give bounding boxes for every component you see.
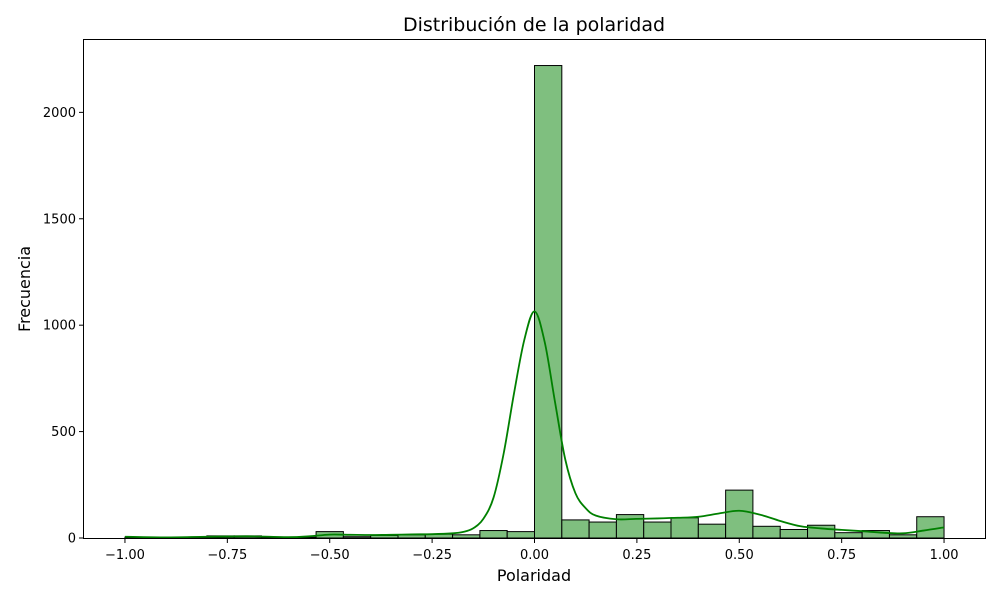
y-tick-label: 1000 — [43, 319, 76, 334]
histogram-bar — [697, 523, 727, 539]
x-tick-label: 0.25 — [622, 548, 651, 563]
y-tick-label: 0 — [68, 532, 76, 547]
histogram-bar — [834, 532, 863, 539]
histogram-bar — [643, 521, 672, 539]
histogram-bar — [479, 530, 508, 539]
y-tick-label: 500 — [51, 425, 76, 440]
histogram-bar — [534, 65, 563, 539]
x-tick-label: 0.50 — [725, 548, 754, 563]
x-tick-label: −0.50 — [310, 548, 350, 563]
x-tick-label: −0.25 — [412, 548, 452, 563]
histogram-bar — [779, 528, 809, 539]
histogram-bars — [124, 65, 945, 539]
histogram-bar — [506, 531, 535, 539]
x-axis-label: Polaridad — [497, 566, 571, 585]
y-tick-label: 2000 — [43, 106, 76, 121]
histogram-bar — [452, 534, 481, 539]
y-axis-label: Frecuencia — [15, 246, 34, 332]
histogram-bar — [752, 525, 781, 539]
y-axis-ticks: 0 500 1000 1500 2000 — [43, 106, 84, 547]
histogram-bar — [670, 517, 699, 539]
histogram-bar — [588, 521, 617, 539]
x-tick-label: 1.00 — [930, 548, 959, 563]
x-tick-label: −1.00 — [105, 548, 145, 563]
kde-line — [124, 310, 945, 539]
x-axis-ticks: −1.00 −0.75 −0.50 −0.25 0.00 0.25 0.50 0.75 1.00 — [105, 538, 959, 563]
x-tick-label: 0.75 — [827, 548, 856, 563]
chart-title: Distribución de la polaridad — [403, 14, 665, 36]
kde-curve-group — [124, 310, 945, 539]
histogram-bar — [342, 536, 372, 539]
y-tick-label: 1500 — [43, 212, 76, 227]
histogram-bar — [725, 489, 754, 539]
histogram-bar — [561, 519, 590, 539]
x-tick-label: 0.00 — [520, 548, 549, 563]
x-tick-label: −0.75 — [207, 548, 247, 563]
histogram-bar — [888, 534, 918, 539]
